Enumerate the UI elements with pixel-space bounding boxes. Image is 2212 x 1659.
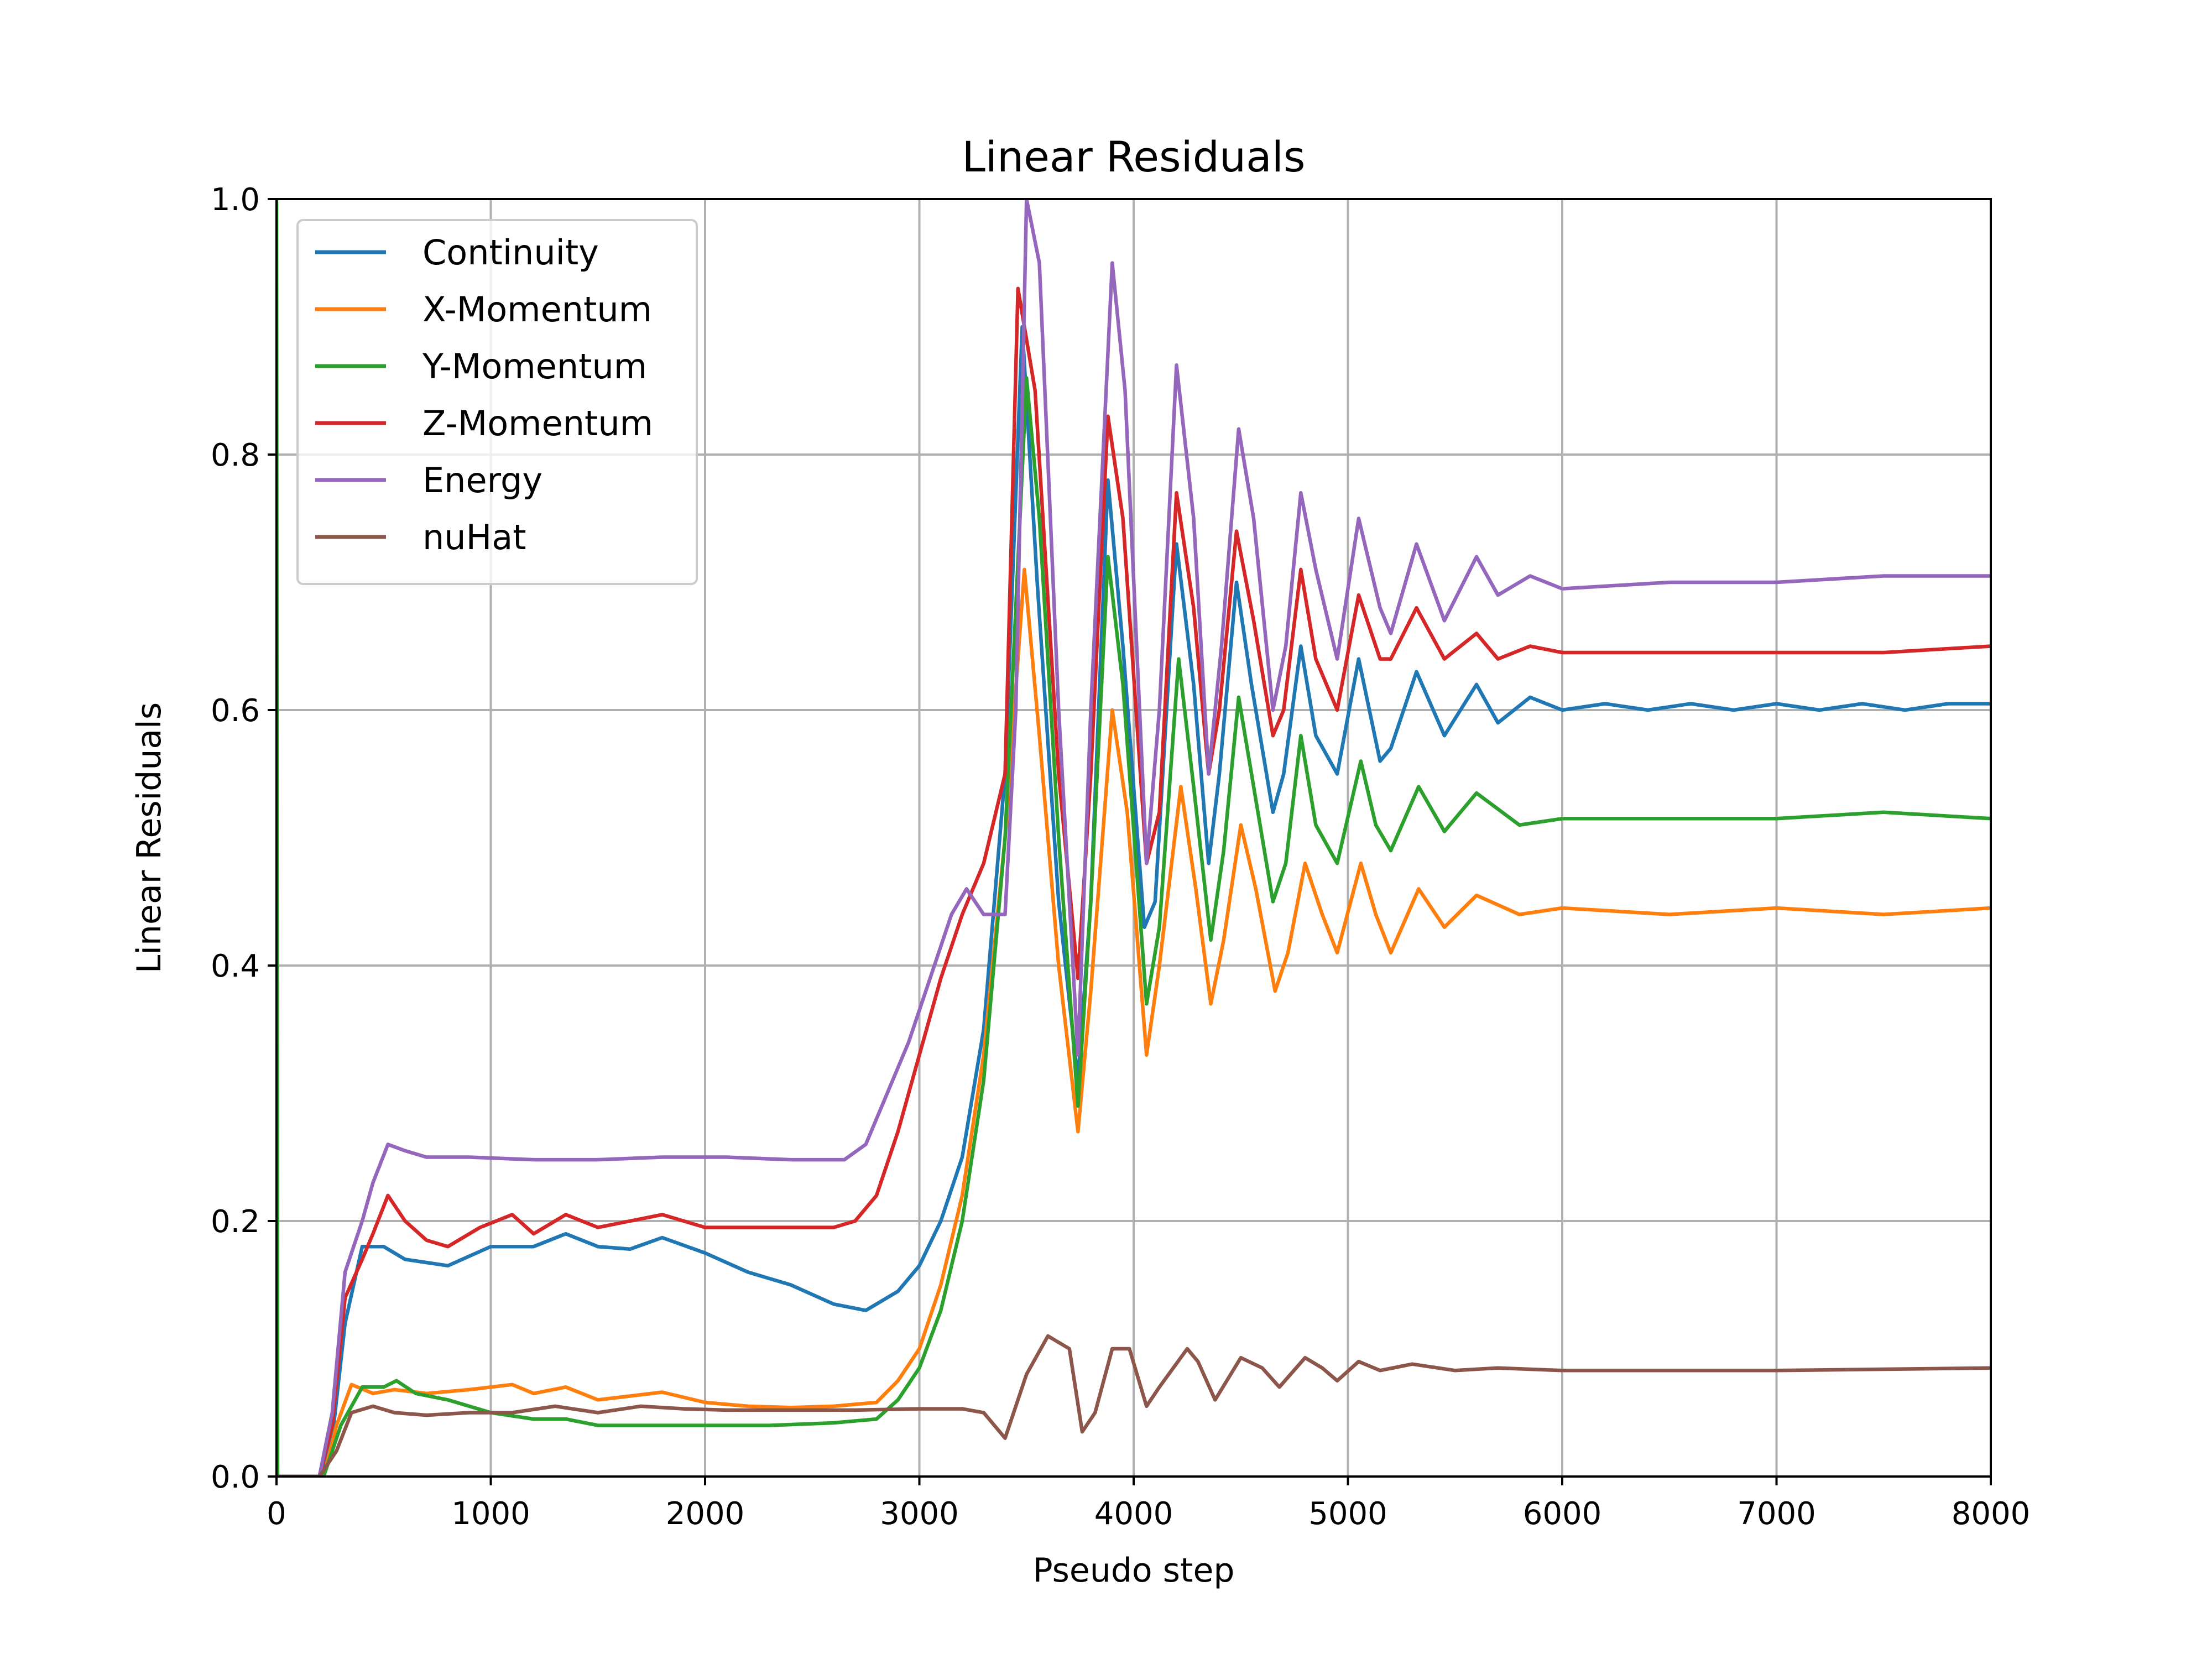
x-tick-label: 3000 xyxy=(880,1496,959,1532)
x-tick-label: 5000 xyxy=(1308,1496,1387,1532)
ticks: 0 1000 2000 3000 4000 5000 6000 7000 8000 0.0 0.2 0… xyxy=(211,182,2030,1532)
x-tick-label: 1000 xyxy=(451,1496,530,1532)
x-tick-label: 6000 xyxy=(1523,1496,1602,1532)
y-tick-label: 0.0 xyxy=(211,1459,260,1495)
series-line-z-momentum xyxy=(276,286,1991,1477)
legend-label-energy: Energy xyxy=(422,460,542,500)
legend-label-z-momentum: Z-Momentum xyxy=(422,403,653,444)
series-line-energy xyxy=(276,199,1991,1477)
x-tick-label: 0 xyxy=(267,1496,286,1532)
legend-box xyxy=(296,219,698,585)
x-tick-label: 8000 xyxy=(1952,1496,2031,1532)
y-tick-label: 0.6 xyxy=(211,693,260,729)
x-tick-label: 2000 xyxy=(666,1496,745,1532)
legend-label-y-momentum: Y-Momentum xyxy=(422,346,647,387)
legend-label-nuhat: nuHat xyxy=(422,517,526,557)
chart-title: Linear Residuals xyxy=(962,132,1306,181)
y-tick-label: 0.2 xyxy=(211,1204,260,1240)
y-tick-label: 0.8 xyxy=(211,437,260,473)
series-line-x-momentum xyxy=(276,567,1991,1477)
x-tick-label: 7000 xyxy=(1737,1496,1816,1532)
legend-label-continuity: Continuity xyxy=(422,232,599,273)
y-tick-label: 1.0 xyxy=(211,182,260,218)
y-tick-label: 0.4 xyxy=(211,948,260,984)
series-line-continuity xyxy=(276,325,1991,1477)
series-layer xyxy=(276,199,1991,1477)
y-axis-label: Linear Residuals xyxy=(130,702,169,973)
x-axis-label: Pseudo step xyxy=(1033,1551,1235,1590)
x-tick-label: 4000 xyxy=(1094,1496,1173,1532)
series-line-nuhat xyxy=(276,1334,1991,1477)
legend-label-x-momentum: X-Momentum xyxy=(422,289,652,330)
legend: Continuity X-Momentum Y-Momentum Z-Momentum… xyxy=(296,219,698,585)
